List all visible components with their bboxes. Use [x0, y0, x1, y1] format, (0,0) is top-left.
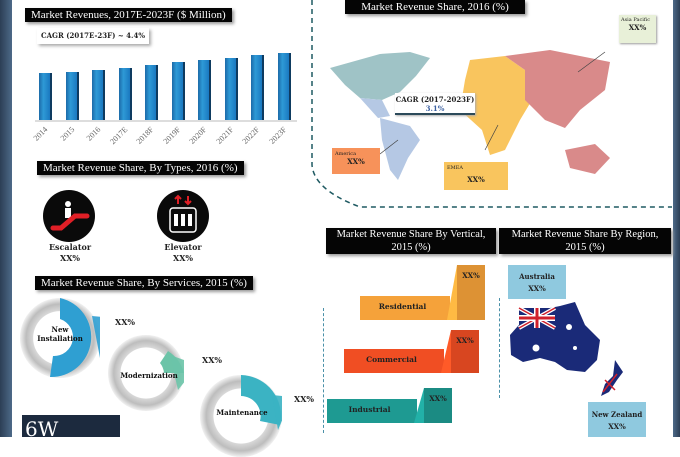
- vertical-value: XX%: [456, 336, 474, 345]
- asia-pacific-label: Asia Pacific: [621, 17, 651, 23]
- world-map: [330, 50, 610, 180]
- america-value: XX%: [347, 157, 365, 166]
- new-zealand-value: XX%: [608, 422, 626, 431]
- x-tick-label: 2017E: [107, 125, 129, 147]
- logo: 6W: [22, 415, 120, 437]
- x-tick-label: 2021F: [214, 125, 235, 146]
- maintenance-label: Maintenance: [216, 408, 268, 417]
- escalator-icon: [43, 190, 95, 242]
- australia-nz-flag-map: [510, 302, 623, 396]
- x-tick-label: 2018F: [134, 125, 156, 146]
- vertical-bar-residential: [360, 265, 485, 320]
- map-cagr-box: CAGR (2017-2023F) 3.1%: [395, 93, 475, 115]
- x-tick-label: 2023F: [267, 125, 288, 146]
- asia-pacific-value: XX%: [628, 23, 647, 32]
- elevator-value: XX%: [172, 253, 193, 263]
- elevator-label: Elevator: [164, 242, 202, 252]
- bar-2017E: [118, 68, 130, 120]
- revenue-cagr-label: CAGR (2017E-23F) ~ 4.4%: [37, 28, 149, 44]
- types-title: Market Revenue Share, By Types, 2016 (%): [37, 161, 244, 175]
- region-title: Market Revenue Share By Region, 2015 (%): [499, 228, 671, 254]
- flag-star: [532, 344, 540, 352]
- emea-shape: [460, 56, 535, 155]
- map-section-border: [311, 0, 672, 208]
- bar-2022F: [251, 54, 262, 120]
- x-tick-label: 2015: [58, 125, 76, 143]
- x-tick-label: 2019F: [161, 125, 182, 146]
- map-cagr-value: 3.1%: [425, 104, 445, 113]
- modernization-value: XX%: [202, 355, 223, 365]
- new-installation-label: New Installation: [37, 325, 83, 343]
- bar-2020F: [198, 59, 209, 120]
- x-tick-label: 2016: [84, 125, 103, 143]
- flag-star: [566, 324, 572, 330]
- map-title: Market Revenue Share, 2016 (%): [345, 0, 525, 14]
- emea-label: EMEA: [447, 165, 464, 171]
- australia-callout: Australia XX%: [508, 265, 566, 299]
- new-installation-ring: [20, 298, 100, 378]
- escalator-label: Escalator: [48, 242, 92, 252]
- vertical-value: XX%: [429, 394, 447, 403]
- new-installation-value: XX%: [115, 317, 136, 327]
- central-america-shape: [360, 98, 390, 118]
- emea-value: XX%: [467, 175, 485, 184]
- vertical-bar-commercial: [344, 330, 479, 373]
- x-tick-label: 2022F: [240, 125, 262, 146]
- region-divider: [499, 298, 500, 398]
- north-america-shape: [330, 52, 430, 100]
- bar-2014: [39, 72, 50, 120]
- vertical-divider: [323, 308, 324, 433]
- asia-pacific-callout: Asia Pacific XX%: [619, 15, 656, 43]
- left-frame: [0, 0, 12, 437]
- new-zealand-label: New Zealand: [591, 410, 643, 419]
- map-cagr-label: CAGR (2017-2023F): [395, 95, 475, 104]
- australia-map-shape: [565, 144, 610, 174]
- bar-2018F: [145, 65, 156, 120]
- vertical-label: Commercial: [366, 355, 417, 364]
- australia-value: XX%: [528, 284, 546, 293]
- vertical-title: Market Revenue Share By Vertical, 2015 (…: [326, 228, 496, 254]
- vertical-bar-industrial: [327, 388, 452, 423]
- bar-2019F: [171, 62, 183, 120]
- elevator-icon: [157, 190, 209, 242]
- emea-callout: EMEA XX%: [444, 162, 508, 190]
- asia-pacific-shape: [505, 50, 610, 128]
- right-frame: [673, 0, 680, 437]
- south-america-shape: [380, 118, 420, 180]
- australia-label: Australia: [519, 272, 555, 281]
- modernization-label: Modernization: [120, 371, 178, 380]
- america-callout: America XX%: [332, 148, 380, 174]
- america-label: America: [335, 151, 357, 157]
- revenue-chart-title: Market Revenues, 2017E-2023F ($ Million): [25, 8, 232, 22]
- revenue-bar-chart: 2014 2015 2016 2017E 2018F 2019F 2020F 2021F 202…: [30, 40, 300, 150]
- bar-2016: [92, 70, 103, 120]
- x-tick-label: 2020F: [187, 125, 209, 146]
- maintenance-value: XX%: [294, 394, 315, 404]
- vertical-value: XX%: [462, 271, 480, 280]
- bar-2015: [65, 72, 77, 120]
- chart-baseline: [35, 120, 297, 122]
- x-tick-label: 2014: [31, 125, 50, 143]
- flag-star: [573, 346, 577, 350]
- new-zealand-callout: New Zealand XX%: [588, 402, 646, 437]
- escalator-value: XX%: [59, 253, 80, 263]
- modernization-ring: [108, 335, 184, 411]
- services-title: Market Revenue Share, By Services, 2015 …: [35, 276, 253, 290]
- bar-2021F: [224, 57, 236, 120]
- vertical-label: Residential: [378, 302, 427, 311]
- bar-2023F: [277, 52, 289, 120]
- vertical-label: Industrial: [348, 405, 391, 414]
